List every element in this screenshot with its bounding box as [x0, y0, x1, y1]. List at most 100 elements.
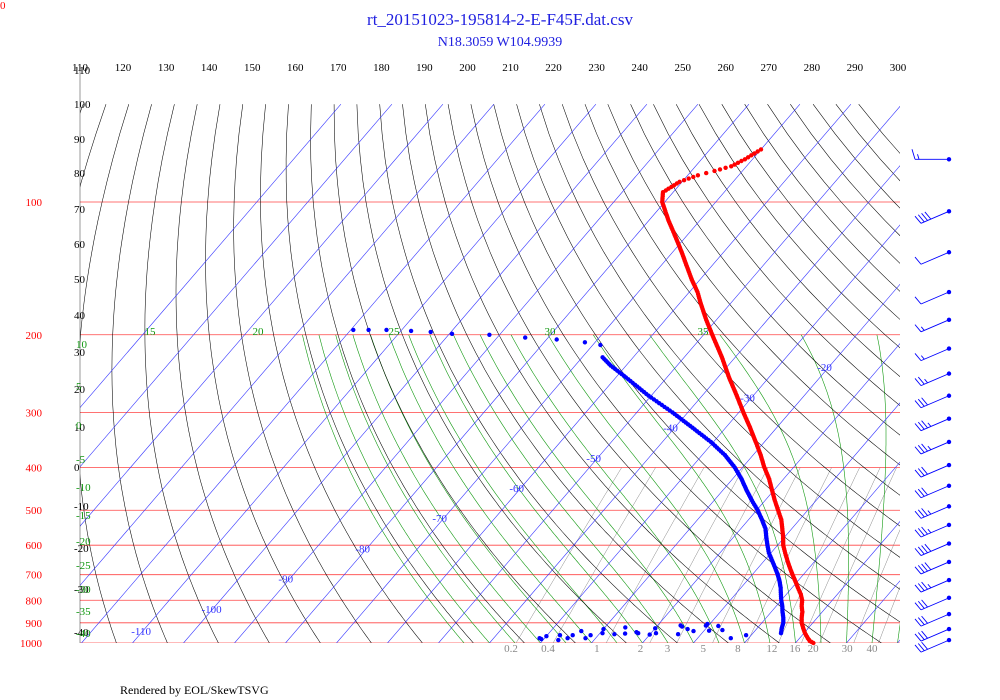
- dewpoint-point: [743, 633, 749, 638]
- theta-left-label: 100: [74, 99, 91, 111]
- dry-adiabat-line: [607, 104, 900, 466]
- theta-top-label: 160: [287, 62, 304, 74]
- wind-barb: [914, 559, 952, 575]
- moist-adiabat-left-label: 5: [76, 381, 82, 393]
- theta-left-label: 70: [74, 204, 86, 216]
- wind-barb: [914, 317, 952, 333]
- dry-adiabat-line: [425, 104, 780, 643]
- dewpoint-point: [449, 331, 455, 336]
- theta-top-label: 250: [674, 62, 691, 74]
- isotherm-label: -30: [740, 392, 755, 404]
- moist-adiabat-left-label: -25: [76, 560, 91, 572]
- corner-label: 0: [0, 0, 6, 12]
- isotherm-line: [80, 103, 444, 527]
- theta-left-label: 90: [74, 134, 86, 146]
- isotherm-line: [80, 103, 393, 468]
- mixing-ratio-line: [801, 467, 881, 643]
- dry-adiabat-line: [584, 104, 900, 496]
- dewpoint-point: [351, 327, 356, 333]
- dry-adiabat-line: [111, 104, 168, 643]
- moist-adiabats: [302, 334, 900, 643]
- dewpoint-point: [544, 634, 549, 639]
- temperature-point: [755, 149, 760, 154]
- wind-barb: [914, 346, 952, 362]
- theta-top-label: 130: [158, 62, 175, 74]
- dewpoint-point: [685, 626, 690, 632]
- dry-adiabat-line: [356, 104, 627, 643]
- moist-adiabat-label: 20: [253, 326, 265, 338]
- isotherm-label: -100: [201, 604, 222, 616]
- dewpoint-point: [728, 636, 733, 641]
- wind-barb: [914, 541, 952, 556]
- temperature-point: [735, 160, 741, 165]
- theta-top-label: 210: [502, 62, 519, 74]
- dry-adiabat-line: [379, 104, 678, 643]
- dewpoint-point: [691, 628, 696, 634]
- theta-top-label: 230: [588, 62, 605, 74]
- dewpoint-point: [583, 636, 588, 641]
- moist-adiabat-line: [388, 334, 592, 643]
- wind-barb: [914, 637, 952, 653]
- mixing-ratio-label: 12: [766, 643, 777, 655]
- dewpoint-point: [384, 327, 389, 333]
- moist-adiabat-line: [719, 334, 822, 643]
- dewpoint-point: [601, 626, 606, 632]
- isotherm-label: -80: [355, 543, 370, 555]
- dewpoint-point: [487, 332, 492, 337]
- mixing-ratio-label: 1: [594, 643, 600, 655]
- isotherm-line: [693, 402, 900, 643]
- theta-left-label: 30: [74, 347, 86, 359]
- moist-adiabat-line: [479, 334, 694, 643]
- isotherm-line: [489, 165, 900, 643]
- theta-top-label: 120: [115, 62, 132, 74]
- wind-barb: [914, 504, 952, 519]
- wind-barb: [911, 149, 952, 162]
- theta-top-label: 260: [718, 62, 735, 74]
- dry-adiabat-line: [447, 104, 831, 643]
- temperature-point: [717, 167, 723, 172]
- mixing-ratio-lines: [515, 467, 900, 643]
- temperature-point: [752, 151, 757, 156]
- dewpoint-point: [537, 636, 542, 641]
- wind-barb: [914, 416, 952, 432]
- wind-barb: [914, 522, 952, 538]
- temperature-point: [739, 158, 744, 164]
- pressure-tick-label: 800: [26, 595, 43, 607]
- dewpoint-point: [678, 623, 683, 628]
- pressure-tick-label: 600: [26, 540, 43, 552]
- theta-left-label: 60: [74, 239, 86, 251]
- moist-adiabat-line: [335, 334, 516, 643]
- mixing-ratio-label: 5: [700, 643, 706, 655]
- theta-left-label: 10: [74, 422, 86, 434]
- dry-adiabat-line: [470, 104, 882, 643]
- wind-barb: [914, 209, 952, 224]
- dewpoint-point: [428, 329, 433, 335]
- wind-barb: [914, 289, 952, 305]
- pressure-tick-label: 1000: [20, 638, 43, 650]
- wind-barb: [914, 483, 952, 499]
- theta-top-label: 300: [890, 62, 907, 74]
- dry-adiabat-line: [175, 104, 270, 643]
- mixing-ratio-line: [515, 467, 622, 643]
- temperature-point: [729, 164, 734, 169]
- theta-top-label: 110: [72, 62, 89, 74]
- mixing-ratio-line: [605, 467, 705, 643]
- mixing-ratio-label: 3: [665, 643, 671, 655]
- moist-adiabat-line: [592, 334, 771, 643]
- temperature-point: [695, 173, 701, 178]
- moist-adiabat-line: [302, 334, 465, 643]
- moist-adiabat-left-label: -30: [76, 584, 91, 596]
- theta-top-label: 280: [804, 62, 821, 74]
- dry-adiabat-line: [630, 104, 900, 436]
- isotherm-label: -110: [131, 626, 151, 638]
- isotherm-line: [336, 103, 801, 643]
- dewpoint-point: [570, 633, 575, 638]
- theta-top-label: 140: [201, 62, 218, 74]
- isotherm-label: -50: [586, 453, 601, 465]
- dewpoint-point: [634, 630, 639, 635]
- isotherm-label: -90: [278, 574, 293, 586]
- dewpoint-point: [556, 637, 561, 643]
- wind-barbs: [911, 149, 952, 653]
- pressure-tick-label: 300: [26, 407, 43, 419]
- isotherm-line: [591, 283, 900, 643]
